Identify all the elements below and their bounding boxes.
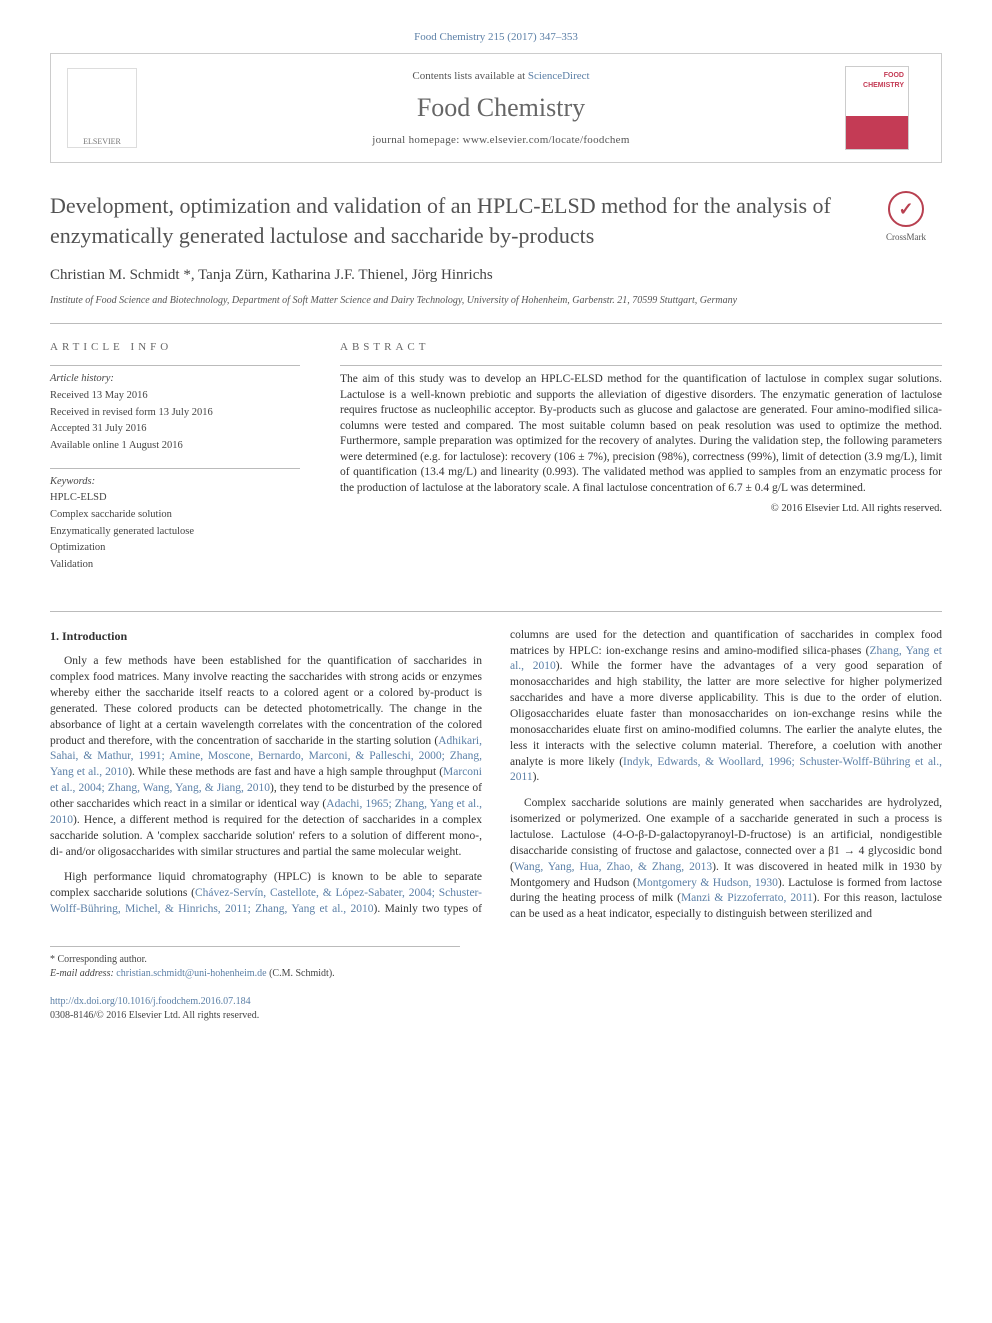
journal-name: Food Chemistry [157,90,845,126]
publisher-logo-block: ELSEVIER [67,68,157,148]
email-link[interactable]: christian.schmidt@uni-hohenheim.de [116,968,266,979]
email-label: E-mail address: [50,968,116,979]
email-suffix: (C.M. Schmidt). [267,968,335,979]
journal-header: ELSEVIER Contents lists available at Sci… [50,53,942,163]
info-divider-2 [50,468,300,469]
crossmark-block[interactable]: CrossMark [870,191,942,244]
accepted-date: Accepted 31 July 2016 [50,422,300,437]
publisher-label: ELSEVIER [83,136,121,147]
info-abstract-row: ARTICLE INFO Article history: Received 1… [50,340,942,587]
body-columns: 1. Introduction Only a few methods have … [50,628,942,926]
homepage-line: journal homepage: www.elsevier.com/locat… [157,133,845,148]
citation[interactable]: Manzi & Pizzoferrato, 2011 [681,892,813,904]
body-paragraph: Complex saccharide solutions are mainly … [510,796,942,923]
article-title: Development, optimization and validation… [50,191,850,250]
cover-thumb-block [845,66,925,150]
email-line: E-mail address: christian.schmidt@uni-ho… [50,967,460,981]
elsevier-tree-icon: ELSEVIER [67,68,137,148]
body-text: ). [533,771,540,783]
info-divider-1 [50,365,300,366]
section-heading: 1. Introduction [50,628,482,645]
footer-bar: http://dx.doi.org/10.1016/j.foodchem.201… [50,995,942,1023]
keyword-item: HPLC-ELSD [50,491,300,506]
title-row: Development, optimization and validation… [50,191,942,306]
citation[interactable]: Wang, Yang, Hua, Zhao, & Zhang, 2013 [514,861,712,873]
issn-copyright: 0308-8146/© 2016 Elsevier Ltd. All right… [50,1010,259,1021]
abstract-divider [340,365,942,366]
body-text: ). While the former have the advantages … [510,660,942,767]
keywords-block: Keywords: HPLC-ELSD Complex saccharide s… [50,475,300,573]
keyword-item: Complex saccharide solution [50,508,300,523]
body-text: Only a few methods have been established… [50,655,482,746]
doi-link[interactable]: http://dx.doi.org/10.1016/j.foodchem.201… [50,996,251,1007]
history-label: Article history: [50,372,300,387]
homepage-url: www.elsevier.com/locate/foodchem [463,134,630,146]
keyword-item: Validation [50,558,300,573]
corresponding-author-label: * Corresponding author. [50,953,460,967]
mid-divider [50,611,942,612]
journal-cover-icon [845,66,909,150]
footnote-block: * Corresponding author. E-mail address: … [50,946,460,981]
keyword-item: Optimization [50,541,300,556]
contents-line: Contents lists available at ScienceDirec… [157,69,845,84]
title-block: Development, optimization and validation… [50,191,850,306]
crossmark-icon [888,191,924,227]
sciencedirect-link[interactable]: ScienceDirect [528,70,590,82]
keywords-label: Keywords: [50,475,300,490]
abstract-text: The aim of this study was to develop an … [340,372,942,496]
authors-text: Christian M. Schmidt *, Tanja Zürn, Kath… [50,267,493,283]
history-block: Article history: Received 13 May 2016 Re… [50,372,300,453]
section-title: Introduction [62,629,127,643]
citation[interactable]: Montgomery & Hudson, 1930 [637,877,778,889]
affiliation: Institute of Food Science and Biotechnol… [50,294,850,307]
top-reference: Food Chemistry 215 (2017) 347–353 [50,30,942,45]
contents-prefix: Contents lists available at [412,70,527,82]
crossmark-label: CrossMark [886,232,926,242]
top-divider [50,323,942,324]
body-text: ). Hence, a different method is required… [50,814,482,858]
article-info-heading: ARTICLE INFO [50,340,300,355]
abstract-heading: ABSTRACT [340,340,942,355]
abstract-column: ABSTRACT The aim of this study was to de… [340,340,942,587]
body-text: ). While these methods are fast and have… [128,766,443,778]
online-date: Available online 1 August 2016 [50,439,300,454]
homepage-prefix: journal homepage: [372,134,462,146]
body-paragraph: Only a few methods have been established… [50,654,482,860]
keyword-item: Enzymatically generated lactulose [50,525,300,540]
authors: Christian M. Schmidt *, Tanja Zürn, Kath… [50,265,850,286]
revised-date: Received in revised form 13 July 2016 [50,406,300,421]
page: Food Chemistry 215 (2017) 347–353 ELSEVI… [0,0,992,1053]
header-center: Contents lists available at ScienceDirec… [157,69,845,148]
section-number: 1. [50,629,59,643]
received-date: Received 13 May 2016 [50,389,300,404]
abstract-copyright: © 2016 Elsevier Ltd. All rights reserved… [340,502,942,517]
article-info-column: ARTICLE INFO Article history: Received 1… [50,340,300,587]
